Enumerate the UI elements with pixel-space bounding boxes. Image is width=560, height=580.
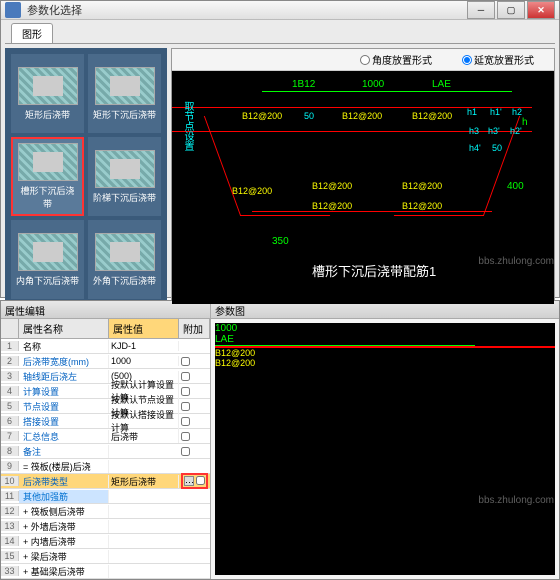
tab-shape[interactable]: 图形 — [11, 23, 53, 43]
rebar-2: B12@200 — [342, 111, 382, 121]
p-dim-1000: 1000 — [215, 323, 555, 334]
property-row[interactable]: 6搭接设置按默认搭接设置计算 — [1, 414, 210, 429]
col-extra: 附加 — [179, 319, 210, 338]
cad-view[interactable]: 1B12 1000 LAE 取节点设置 B12@200 B12@200 B12@… — [172, 71, 554, 304]
window-title: 参数化选择 — [27, 2, 467, 18]
dim-h1: h1 — [467, 107, 477, 117]
side-box: 取节点设置 — [180, 101, 195, 151]
titlebar: 参数化选择 ─ ▢ ✕ — [1, 1, 559, 20]
dim-lae: LAE — [432, 79, 451, 90]
radio-row: 角度放置形式 延宽放置形式 — [172, 49, 554, 71]
dim-h4p: h4' — [469, 143, 481, 153]
maximize-button[interactable]: ▢ — [497, 1, 525, 19]
cad-title: 槽形下沉后浇带配筋1 — [312, 261, 436, 280]
dim-50b: 50 — [492, 143, 502, 153]
dim-h3: h3 — [469, 126, 479, 136]
property-row[interactable]: 15+ 梁后浇带 — [1, 549, 210, 564]
property-rows[interactable]: 1名称KJD-12后浇带宽度(mm)10003轴线距后浇左(500)4计算设置按… — [1, 339, 210, 579]
property-row[interactable]: 1名称KJD-1 — [1, 339, 210, 354]
dim-400: 400 — [507, 181, 524, 192]
property-panel: 属性编辑 属性名称 属性值 附加 1名称KJD-12后浇带宽度(mm)10003… — [1, 301, 211, 579]
property-row[interactable]: 8备注 — [1, 444, 210, 459]
property-row[interactable]: 13+ 外墙后浇带 — [1, 519, 210, 534]
thumb-inner-corner[interactable]: 内角下沉后浇带 — [11, 220, 84, 299]
window-buttons: ─ ▢ ✕ — [467, 1, 555, 19]
watermark-1: bbs.zhulong.com — [478, 256, 554, 267]
minimize-button[interactable]: ─ — [467, 1, 495, 19]
radio-angle[interactable]: 角度放置形式 — [360, 52, 432, 67]
radio-width[interactable]: 延宽放置形式 — [462, 52, 534, 67]
thumbnail-panel: 矩形后浇带 矩形下沉后浇带 槽形下沉后浇带 阶梯下沉后浇带 内角下沉后浇带 外角… — [5, 48, 167, 305]
close-button[interactable]: ✕ — [527, 1, 555, 19]
thumb-trough-sink[interactable]: 槽形下沉后浇带 — [11, 137, 84, 216]
property-row[interactable]: 14+ 内墙后浇带 — [1, 534, 210, 549]
dim-h1p: h1' — [490, 107, 502, 117]
watermark-2: bbs.zhulong.com — [478, 495, 554, 506]
col-value: 属性值 — [109, 319, 179, 338]
dim-1000: 1000 — [362, 79, 384, 90]
preview-cad[interactable]: 1000 LAE B12@200 B12@200 — [215, 323, 555, 575]
preview-panel: 参数图 1000 LAE B12@200 B12@200 — [211, 301, 559, 579]
property-window: 属性编辑 属性名称 属性值 附加 1名称KJD-12后浇带宽度(mm)10003… — [0, 300, 560, 580]
property-row[interactable]: 11其他加强筋 — [1, 489, 210, 504]
dim-h3p: h3' — [488, 126, 500, 136]
dim-50: 50 — [304, 111, 314, 121]
tab-row: 图形 — [5, 24, 555, 44]
dim-h: h — [522, 117, 528, 128]
p-rebar-1: B12@200 — [215, 348, 555, 358]
property-headers: 属性名称 属性值 附加 — [1, 319, 210, 339]
property-row[interactable]: 2后浇带宽度(mm)1000 — [1, 354, 210, 369]
property-row[interactable]: 33+ 基础梁后浇带 — [1, 564, 210, 579]
property-row[interactable]: 10后浇带类型矩形后浇带⋯ — [1, 474, 210, 489]
property-row[interactable]: 9= 筏板(楼层)后浇 — [1, 459, 210, 474]
col-name: 属性名称 — [19, 319, 109, 338]
thumb-rect[interactable]: 矩形后浇带 — [11, 54, 84, 133]
redline-1 — [172, 107, 532, 108]
app-icon — [5, 2, 21, 18]
thumb-outer-corner[interactable]: 外角下沉后浇带 — [88, 220, 161, 299]
parametric-dialog: 参数化选择 ─ ▢ ✕ 图形 矩形后浇带 矩形下沉后浇带 槽形下沉后浇带 阶梯下… — [0, 0, 560, 298]
thumb-rect-sink[interactable]: 矩形下沉后浇带 — [88, 54, 161, 133]
dimline-top — [262, 91, 512, 92]
property-row[interactable]: 7汇总信息后浇带 — [1, 429, 210, 444]
dim-h2: h2 — [512, 107, 522, 117]
dim-h2p: h2' — [510, 126, 522, 136]
p-dim-lae: LAE — [215, 334, 555, 345]
property-row[interactable]: 12+ 筏板侧后浇带 — [1, 504, 210, 519]
p-rebar-2: B12@200 — [215, 358, 555, 368]
dim-350: 350 — [272, 236, 289, 247]
dim-1b12: 1B12 — [292, 79, 315, 90]
thumb-step-sink[interactable]: 阶梯下沉后浇带 — [88, 137, 161, 216]
